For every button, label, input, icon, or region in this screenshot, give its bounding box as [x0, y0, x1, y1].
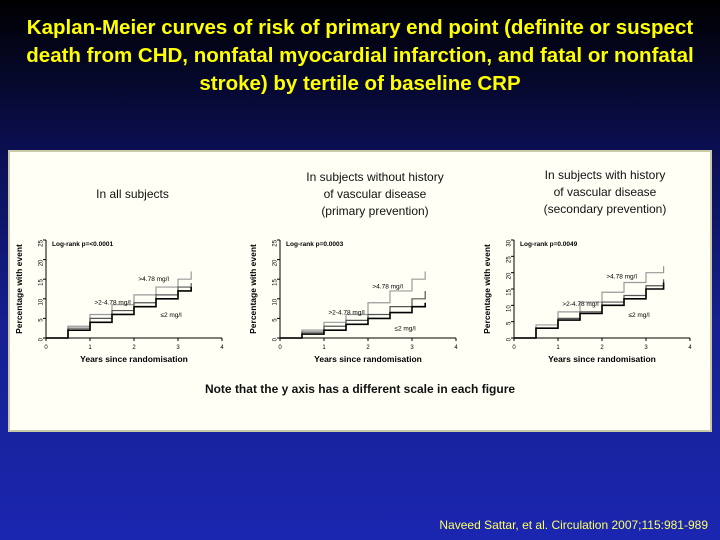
x-tick-label: 0 — [512, 345, 516, 351]
x-tick-label: 4 — [688, 345, 692, 351]
km-chart-secondary-prevention: 0 1 2 3 4 0 5 10 15 20 25 30 >4.78 mg/l >2-4.78 mg/l ≤… — [482, 239, 692, 364]
y-tick-label: 30 — [507, 239, 513, 246]
x-axis-label: Years since randomisation — [314, 354, 422, 364]
logrank-label: Log-rank p=<0.0001 — [52, 241, 113, 248]
km-curve-series-3 — [46, 287, 192, 339]
x-tick-label: 2 — [600, 345, 604, 351]
logrank-label: Log-rank p=0.0049 — [520, 241, 578, 248]
y-axis-label: Percentage with event — [14, 244, 24, 334]
y-tick-label: 15 — [273, 279, 279, 286]
x-tick-label: 1 — [88, 345, 92, 351]
y-tick-label: 0 — [39, 337, 45, 341]
x-tick-label: 3 — [644, 345, 648, 351]
caption-all-subjects: In all subjects — [96, 187, 169, 201]
x-tick-label: 4 — [220, 345, 224, 351]
series-label-low: ≤2 mg/l — [160, 312, 182, 319]
y-tick-label: 25 — [273, 239, 279, 246]
y-tick-label: 5 — [507, 321, 513, 325]
series-label-low: ≤2 mg/l — [628, 312, 650, 319]
y-tick-label: 25 — [39, 239, 45, 246]
km-plot-secondary-prevention: 0 1 2 3 4 0 5 10 15 20 25 30 >4.78 mg/l >2-4.78 mg/l ≤… — [480, 232, 708, 372]
y-tick-label: 20 — [39, 259, 45, 266]
x-tick-label: 3 — [176, 345, 180, 351]
y-tick-label: 15 — [39, 279, 45, 286]
km-plot-primary-prevention: 0 1 2 3 4 0 5 10 15 20 25 >4.78 mg/l >2-4.78 mg/l ≤2 … — [246, 232, 474, 372]
km-chart-all-subjects: 0 1 2 3 4 0 5 10 15 20 25 >4.78 mg/l >2-4.78 mg/l ≤2 … — [14, 239, 224, 364]
x-axis-label: Years since randomisation — [80, 354, 188, 364]
y-tick-label: 10 — [39, 298, 45, 305]
y-tick-label: 20 — [507, 272, 513, 279]
x-tick-label: 4 — [454, 345, 458, 351]
x-tick-label: 2 — [132, 345, 136, 351]
y-tick-label: 10 — [273, 298, 279, 305]
y-tick-label: 15 — [507, 288, 513, 295]
x-axis-label: Years since randomisation — [548, 354, 656, 364]
series-label-mid: >2-4.78 mg/l — [328, 309, 365, 316]
y-tick-label: 10 — [507, 305, 513, 312]
axis-scale-note: Note that the y axis has a different sca… — [204, 382, 516, 396]
figure-panel: In all subjects In subjects without hist… — [8, 150, 712, 432]
series-label-low: ≤2 mg/l — [394, 326, 416, 333]
y-tick-label: 5 — [39, 318, 45, 322]
series-label-high: >4.78 mg/l — [138, 276, 169, 283]
series-label-high: >4.78 mg/l — [372, 284, 403, 291]
x-tick-label: 0 — [278, 345, 282, 351]
x-tick-label: 1 — [556, 345, 560, 351]
slide-title: Kaplan-Meier curves of risk of primary e… — [26, 16, 694, 95]
x-tick-label: 0 — [44, 345, 48, 351]
y-tick-label: 25 — [507, 256, 513, 263]
caption-primary-prevention: In subjects without history of vascular … — [306, 170, 444, 218]
km-chart-primary-prevention: 0 1 2 3 4 0 5 10 15 20 25 >4.78 mg/l >2-4.78 mg/l ≤2 … — [248, 239, 458, 364]
km-curve-series-3 — [280, 302, 426, 339]
logrank-label: Log-rank p=0.0003 — [286, 241, 344, 248]
y-axis-label: Percentage with event — [248, 244, 258, 334]
citation: Naveed Sattar, et al. Circulation 2007;1… — [439, 518, 708, 532]
series-label-mid: >2-4.78 mg/l — [562, 301, 599, 308]
series-label-mid: >2-4.78 mg/l — [94, 300, 131, 307]
km-plot-all-subjects: 0 1 2 3 4 0 5 10 15 20 25 >4.78 mg/l >2-4.78 mg/l ≤2 … — [12, 232, 240, 372]
y-tick-label: 5 — [273, 318, 279, 322]
y-axis-label: Percentage with event — [482, 244, 492, 334]
y-tick-label: 0 — [273, 337, 279, 341]
x-tick-label: 3 — [410, 345, 414, 351]
km-curve-series-3 — [514, 282, 665, 339]
y-tick-label: 0 — [507, 337, 513, 341]
x-tick-label: 2 — [366, 345, 370, 351]
caption-secondary-prevention: In subjects with history of vascular dis… — [543, 168, 667, 216]
series-label-high: >4.78 mg/l — [606, 273, 637, 280]
x-tick-label: 1 — [322, 345, 326, 351]
y-tick-label: 20 — [273, 259, 279, 266]
